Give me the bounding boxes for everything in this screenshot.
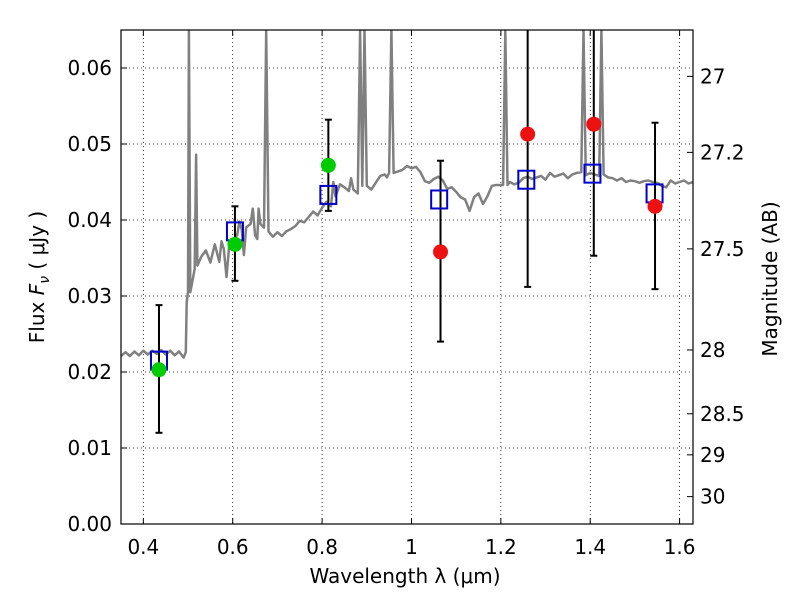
spectrum-layer: [121, 30, 693, 359]
y-tick-label: 0.01: [67, 436, 112, 460]
y2-axis-label: Magnitude (AB): [758, 201, 782, 356]
plot-frame: [120, 29, 694, 525]
model-square: [430, 189, 449, 210]
y2-tick-label: 29: [700, 443, 725, 467]
model-square: [583, 163, 602, 184]
y2-tick-label: 30: [700, 485, 725, 509]
red-point: [586, 116, 602, 132]
x-tick-label: 0.6: [217, 535, 249, 559]
y-tick-label: 0.03: [67, 284, 112, 308]
plot-background: [121, 30, 693, 524]
x-axis-label: Wavelength λ (μm): [309, 564, 500, 588]
y-label-prefix: Flux: [25, 295, 49, 343]
model-square: [319, 184, 338, 205]
y-tick-label: 0.00: [67, 512, 112, 536]
y2-tick-label: 27: [700, 64, 725, 88]
y2-tick-label: 28.5: [700, 402, 745, 426]
x-tick-label: 1: [405, 535, 418, 559]
y2-tick-label: 27.2: [700, 140, 745, 164]
green-point: [151, 362, 167, 378]
y-tick-label: 0.04: [67, 208, 112, 232]
y-label-suffix: ( μJy ): [25, 211, 49, 276]
x-tick-label: 1.6: [664, 535, 696, 559]
ticks: 0.4 0.6 0.8 1 1.2 1.4 1.6 0.00 0.01 0.02 0.03 0.04 0…: [67, 30, 745, 559]
y-tick-label: 0.05: [67, 132, 112, 156]
y2-tick-label: 28: [700, 338, 725, 362]
y-tick-label: 0.06: [67, 56, 112, 80]
x-tick-label: 0.4: [127, 535, 159, 559]
red-point: [520, 126, 536, 142]
x-tick-label: 0.8: [306, 535, 338, 559]
y-label-symbol: F: [25, 283, 49, 295]
green-point: [320, 157, 336, 173]
y-tick-label: 0.02: [67, 360, 112, 384]
x-tick-label: 1.2: [485, 535, 517, 559]
model-square: [517, 169, 536, 190]
y-axis-label: Flux Fν ( μJy ): [25, 211, 53, 343]
y2-tick-label: 27.5: [700, 237, 745, 261]
spectrum-line: [121, 30, 693, 359]
x-tick-label: 1.4: [574, 535, 606, 559]
red-point: [647, 198, 663, 214]
y-label-subscript: ν: [37, 276, 53, 284]
markers-layer: [149, 30, 664, 434]
green-point: [227, 236, 243, 252]
red-point: [433, 244, 449, 260]
